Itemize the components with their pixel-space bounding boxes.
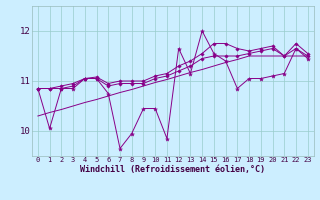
X-axis label: Windchill (Refroidissement éolien,°C): Windchill (Refroidissement éolien,°C) — [80, 165, 265, 174]
